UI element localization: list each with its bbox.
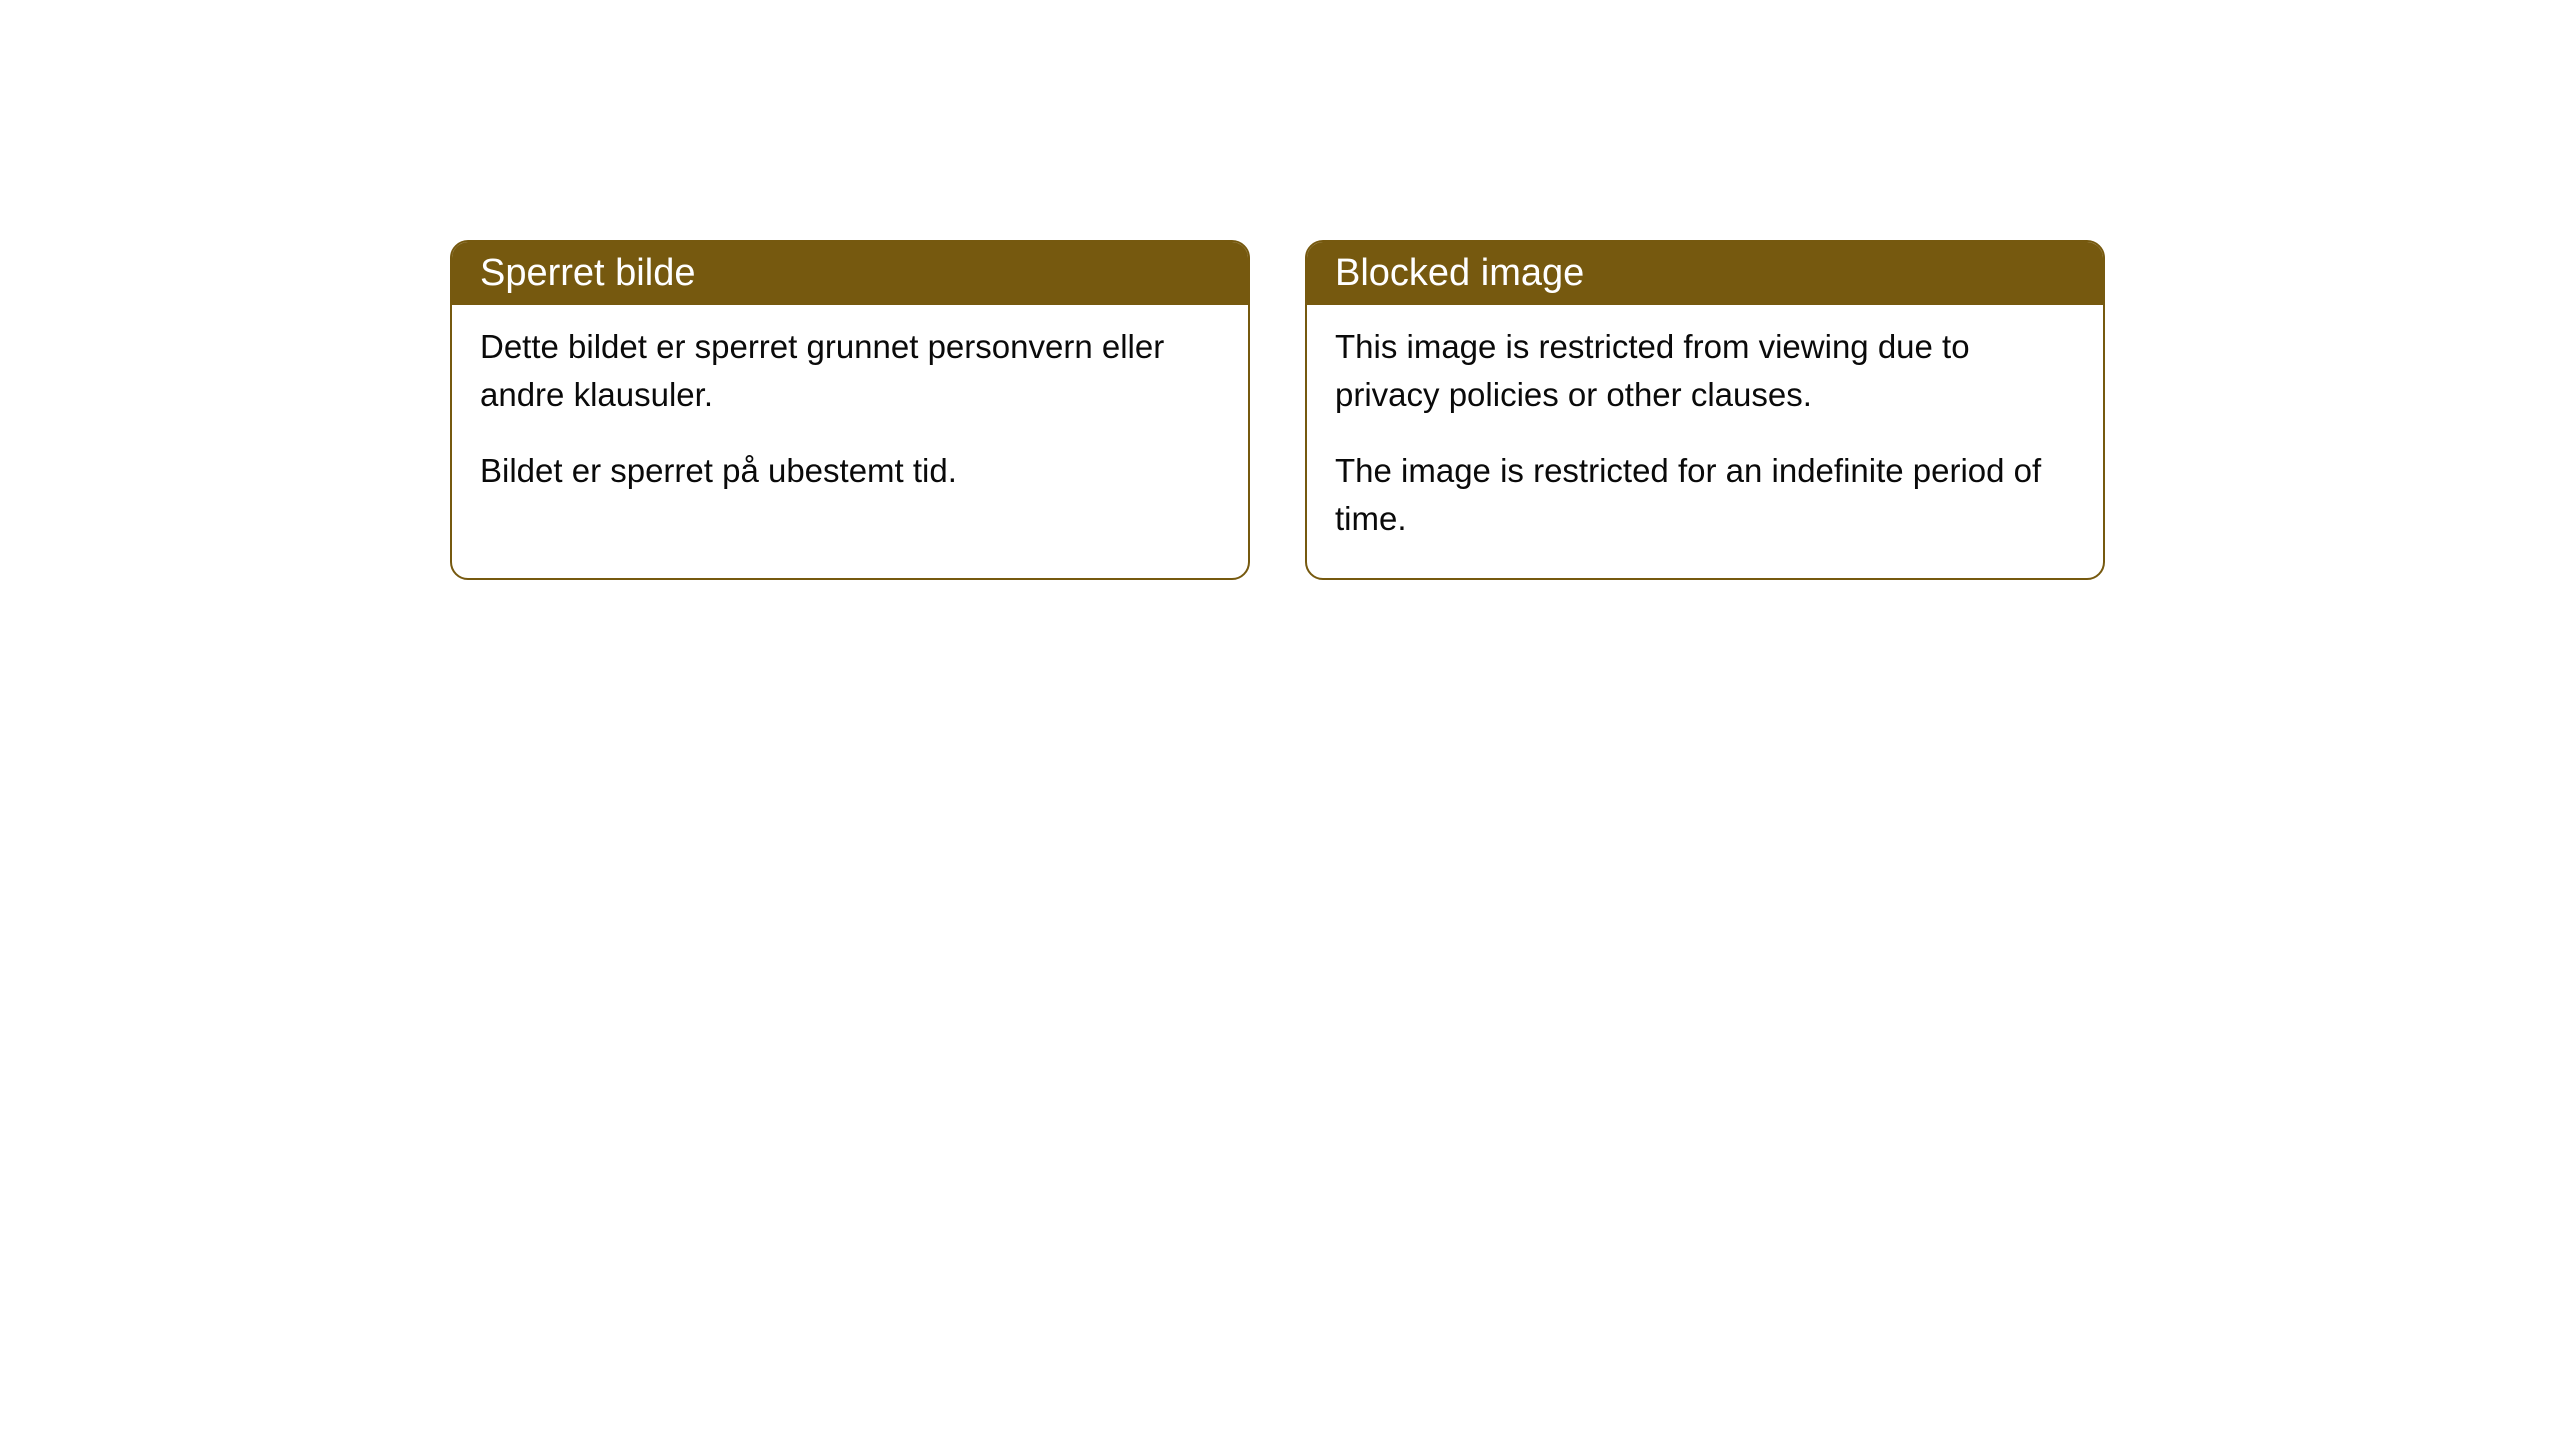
notice-cards-container: Sperret bilde Dette bildet er sperret gr…	[450, 240, 2105, 580]
card-paragraph: Bildet er sperret på ubestemt tid.	[480, 447, 1220, 495]
notice-card-english: Blocked image This image is restricted f…	[1305, 240, 2105, 580]
card-body-norwegian: Dette bildet er sperret grunnet personve…	[452, 305, 1248, 531]
card-paragraph: The image is restricted for an indefinit…	[1335, 447, 2075, 543]
card-header-english: Blocked image	[1307, 242, 2103, 305]
card-header-norwegian: Sperret bilde	[452, 242, 1248, 305]
card-body-english: This image is restricted from viewing du…	[1307, 305, 2103, 578]
notice-card-norwegian: Sperret bilde Dette bildet er sperret gr…	[450, 240, 1250, 580]
card-paragraph: Dette bildet er sperret grunnet personve…	[480, 323, 1220, 419]
card-paragraph: This image is restricted from viewing du…	[1335, 323, 2075, 419]
